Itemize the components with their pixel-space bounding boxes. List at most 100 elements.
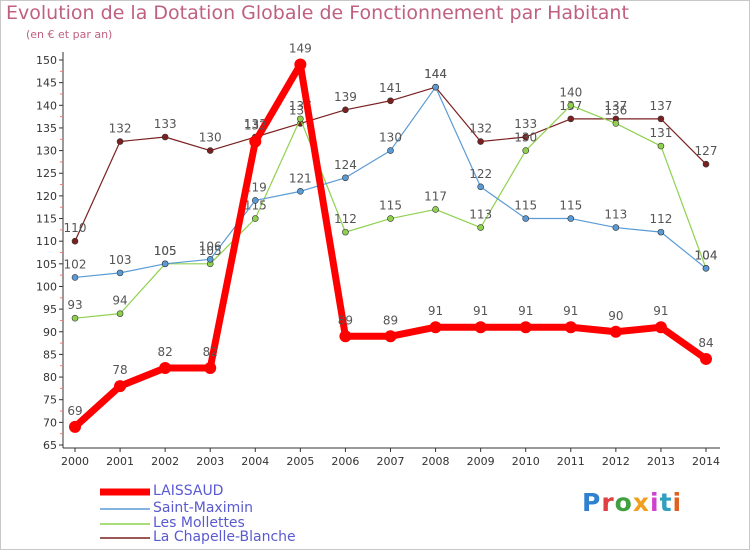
- data-point: [206, 147, 214, 154]
- data-point: [71, 237, 79, 245]
- y-tick-label: 130: [36, 145, 57, 158]
- data-label: 102: [64, 257, 87, 271]
- data-label: 103: [109, 253, 132, 267]
- logo-letter: x: [632, 488, 650, 517]
- data-label: 94: [112, 294, 127, 308]
- data-label: 105: [199, 244, 222, 258]
- data-point: [387, 215, 394, 222]
- data-label: 139: [334, 90, 357, 104]
- data-point: [474, 321, 487, 334]
- data-point: [342, 228, 349, 236]
- data-point: [387, 147, 394, 154]
- data-label: 112: [334, 212, 357, 226]
- data-label: 91: [563, 304, 578, 318]
- data-point: [161, 260, 169, 268]
- y-tick-label: 150: [36, 54, 57, 67]
- x-tick-label: 2008: [422, 455, 450, 468]
- legend-label-1: Saint-Maximin: [153, 500, 254, 516]
- legend-label-0: LAISSAUD: [153, 483, 224, 499]
- data-point: [206, 255, 214, 263]
- data-point: [564, 321, 577, 334]
- data-point: [249, 135, 262, 148]
- data-label: 131: [649, 126, 672, 140]
- data-label: 133: [154, 117, 177, 131]
- data-label: 132: [244, 119, 267, 133]
- data-point: [294, 58, 307, 71]
- data-label: 78: [112, 363, 127, 377]
- y-tick-label: 100: [36, 280, 57, 293]
- data-point: [522, 133, 530, 141]
- y-tick-label: 105: [36, 258, 57, 271]
- data-label: 117: [424, 189, 447, 203]
- data-point: [522, 215, 530, 222]
- data-label: 137: [604, 99, 627, 113]
- data-label: 91: [428, 304, 443, 318]
- data-label: 144: [424, 67, 447, 81]
- x-tick-label: 2010: [512, 455, 540, 468]
- data-point: [204, 362, 217, 374]
- data-point: [251, 215, 259, 222]
- data-point: [69, 420, 81, 433]
- y-tick-label: 95: [43, 303, 57, 316]
- x-tick-label: 2002: [151, 455, 179, 468]
- data-point: [71, 314, 79, 322]
- y-tick-label: 90: [43, 326, 57, 339]
- chart-title: Evolution de la Dotation Globale de Fonc…: [6, 2, 629, 24]
- data-point: [384, 330, 397, 343]
- x-tick-label: 2004: [241, 455, 269, 468]
- y-tick-label: 65: [43, 439, 57, 452]
- data-point: [342, 174, 349, 182]
- data-label: 91: [518, 304, 533, 318]
- x-tick-label: 2007: [377, 455, 405, 468]
- data-label: 113: [604, 208, 627, 222]
- logo-letter: t: [659, 488, 673, 517]
- data-point: [116, 310, 124, 317]
- data-label: 90: [608, 309, 623, 323]
- data-label: 140: [559, 85, 582, 99]
- y-tick-label: 140: [36, 99, 57, 112]
- data-point: [612, 120, 620, 127]
- data-label: 115: [244, 199, 267, 213]
- data-point: [432, 83, 439, 91]
- y-tick-label: 85: [43, 348, 57, 361]
- x-tick-label: 2009: [467, 455, 495, 468]
- data-label: 104: [695, 248, 718, 262]
- data-label: 130: [379, 131, 402, 145]
- data-point: [702, 265, 710, 272]
- data-point: [477, 138, 484, 145]
- data-label: 82: [203, 345, 218, 359]
- legend-label-2: Les Mollettes: [153, 515, 245, 531]
- data-point: [612, 224, 620, 231]
- data-point: [519, 321, 532, 334]
- data-point: [477, 224, 484, 231]
- data-label: 124: [334, 158, 357, 172]
- data-label: 82: [158, 345, 173, 359]
- data-point: [609, 325, 622, 338]
- data-label: 115: [559, 199, 582, 213]
- data-point: [567, 215, 575, 222]
- y-tick-label: 145: [36, 77, 57, 90]
- data-label: 133: [514, 117, 537, 131]
- data-label: 132: [469, 122, 492, 136]
- y-tick-label: 70: [43, 416, 57, 429]
- data-point: [387, 97, 394, 105]
- x-tick-label: 2006: [331, 455, 359, 468]
- data-label: 130: [514, 131, 537, 145]
- data-label: 110: [64, 221, 87, 235]
- data-point: [161, 133, 169, 141]
- data-label: 91: [653, 304, 668, 318]
- logo-letter: i: [650, 488, 660, 517]
- data-label: 105: [154, 244, 177, 258]
- data-point: [159, 362, 172, 374]
- data-label: 93: [67, 298, 82, 312]
- proxiti-logo: Proxiti: [582, 488, 682, 517]
- data-point: [114, 380, 127, 393]
- x-tick-label: 2014: [692, 455, 720, 468]
- data-point: [567, 101, 575, 109]
- x-tick-label: 2011: [557, 455, 585, 468]
- y-tick-label: 75: [43, 394, 57, 407]
- data-point: [657, 115, 665, 123]
- logo-letter: P: [582, 488, 602, 517]
- data-label: 104: [695, 248, 718, 262]
